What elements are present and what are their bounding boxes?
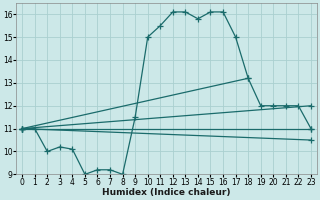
X-axis label: Humidex (Indice chaleur): Humidex (Indice chaleur) xyxy=(102,188,231,197)
